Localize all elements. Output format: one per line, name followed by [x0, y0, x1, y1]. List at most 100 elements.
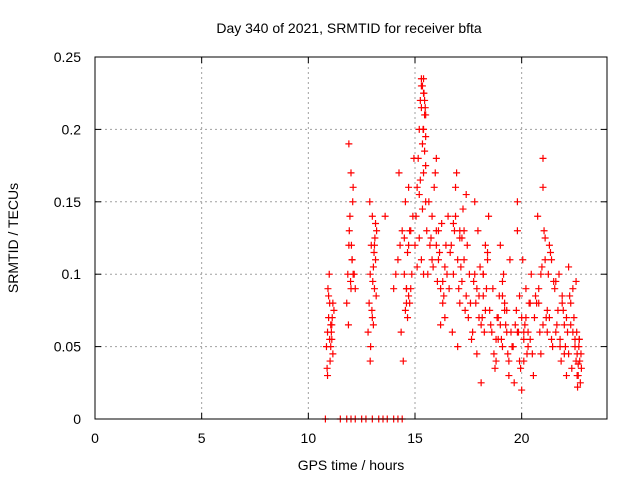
- data-point: [408, 270, 416, 278]
- data-point: [394, 256, 402, 264]
- y-axis-label: SRMTID / TECUs: [5, 183, 21, 293]
- data-point: [534, 212, 542, 220]
- data-point: [422, 133, 430, 141]
- data-point: [576, 379, 584, 387]
- data-point: [457, 263, 465, 271]
- data-point: [343, 299, 351, 307]
- data-point: [373, 227, 381, 235]
- data-point: [437, 321, 445, 329]
- data-point: [418, 82, 426, 90]
- data-point: [493, 314, 501, 322]
- data-point: [417, 256, 425, 264]
- data-point: [421, 147, 429, 155]
- data-point: [505, 372, 513, 380]
- data-point: [481, 306, 489, 314]
- data-point: [402, 285, 410, 293]
- data-point: [521, 321, 529, 329]
- data-point: [445, 285, 453, 293]
- data-point: [440, 292, 448, 300]
- data-point: [574, 360, 582, 368]
- data-point: [512, 306, 520, 314]
- data-point: [439, 277, 447, 285]
- data-point: [329, 350, 337, 358]
- data-point: [463, 241, 471, 249]
- data-point: [553, 321, 561, 329]
- data-point: [552, 328, 560, 336]
- data-point: [548, 256, 556, 264]
- data-point: [347, 277, 355, 285]
- data-point: [577, 350, 585, 358]
- data-point: [560, 350, 568, 358]
- y-tick-label: 0.2: [62, 121, 82, 137]
- data-point: [368, 306, 376, 314]
- data-point: [487, 321, 495, 329]
- data-point: [415, 234, 423, 242]
- data-point: [327, 328, 335, 336]
- data-point: [543, 328, 551, 336]
- data-point: [381, 212, 389, 220]
- data-point: [561, 343, 569, 351]
- data-point: [549, 343, 557, 351]
- data-point: [574, 383, 582, 391]
- data-point: [372, 220, 380, 228]
- data-point: [473, 350, 481, 358]
- data-point: [444, 212, 452, 220]
- data-point: [539, 183, 547, 191]
- data-point: [482, 285, 490, 293]
- data-point: [364, 328, 372, 336]
- data-point: [437, 285, 445, 293]
- data-point: [369, 263, 377, 271]
- data-point: [469, 328, 477, 336]
- data-point: [468, 335, 476, 343]
- data-point: [471, 270, 479, 278]
- data-point: [441, 314, 449, 322]
- data-point: [517, 364, 525, 372]
- data-point: [539, 154, 547, 162]
- data-point: [520, 328, 528, 336]
- data-point: [347, 169, 355, 177]
- data-point: [575, 335, 583, 343]
- data-point: [490, 350, 498, 358]
- data-point: [406, 299, 414, 307]
- data-point: [510, 379, 518, 387]
- data-point: [405, 241, 413, 249]
- data-point: [573, 328, 581, 336]
- data-point: [543, 306, 551, 314]
- data-point: [425, 198, 433, 206]
- data-point: [325, 270, 333, 278]
- data-point: [421, 96, 429, 104]
- data-point: [413, 263, 421, 271]
- data-point: [329, 299, 337, 307]
- data-point: [518, 386, 526, 394]
- data-point: [392, 270, 400, 278]
- data-point: [548, 335, 556, 343]
- data-point: [452, 212, 460, 220]
- data-point: [476, 263, 484, 271]
- data-point: [423, 227, 431, 235]
- data-point: [504, 350, 512, 358]
- data-point: [366, 357, 374, 365]
- data-point: [420, 169, 428, 177]
- data-point: [522, 314, 530, 322]
- data-point: [368, 314, 376, 322]
- data-point: [535, 285, 543, 293]
- data-point: [446, 248, 454, 256]
- data-point: [523, 350, 531, 358]
- data-point: [541, 234, 549, 242]
- data-point: [439, 299, 447, 307]
- y-tick-label: 0.25: [54, 49, 81, 65]
- data-point: [418, 205, 426, 213]
- data-point: [421, 104, 429, 112]
- data-point: [351, 285, 359, 293]
- data-point: [496, 241, 504, 249]
- data-point: [532, 292, 540, 300]
- data-point: [485, 212, 493, 220]
- data-point: [370, 285, 378, 293]
- data-point: [545, 241, 553, 249]
- data-point: [344, 321, 352, 329]
- grid: [95, 57, 607, 419]
- data-point: [511, 321, 519, 329]
- y-tick-label: 0: [73, 411, 81, 427]
- data-point: [349, 198, 357, 206]
- data-point: [371, 234, 379, 242]
